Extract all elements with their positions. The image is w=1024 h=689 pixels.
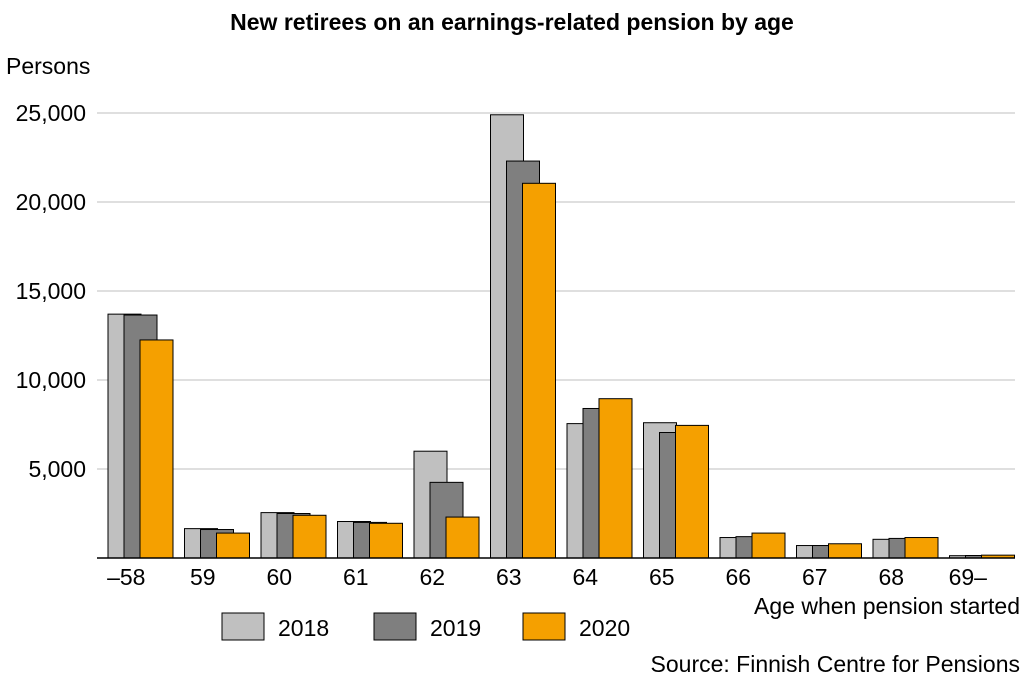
y-tick-label: 15,000 <box>16 278 86 304</box>
bar-2020-3 <box>369 522 403 559</box>
legend-swatch-2020 <box>522 612 566 641</box>
x-tick-label: 62 <box>419 564 445 590</box>
x-tick-label: 69– <box>949 564 988 590</box>
y-tick-label: 20,000 <box>16 189 86 215</box>
source-note: Source: Finnish Centre for Pensions <box>651 651 1020 677</box>
x-tick-label: –58 <box>107 564 145 590</box>
x-tick-label: 59 <box>190 564 216 590</box>
legend-swatch-2019 <box>373 612 417 641</box>
x-tick-label: 68 <box>878 564 904 590</box>
bar-2020-7 <box>675 424 709 559</box>
x-tick-label: 60 <box>266 564 292 590</box>
bar-2020-2 <box>292 514 327 559</box>
x-tick-label: 64 <box>572 564 598 590</box>
x-tick-label: 65 <box>649 564 675 590</box>
bar-2020-1 <box>216 532 250 559</box>
legend-label: 2018 <box>278 615 329 641</box>
bar-2020-9 <box>828 543 862 559</box>
legend-swatch-2018 <box>221 612 265 641</box>
bar-2020-4 <box>445 516 480 559</box>
y-tick-label: 25,000 <box>16 100 86 126</box>
chart-title: New retirees on an earnings-related pens… <box>230 9 794 35</box>
x-axis-ticks: –58 59 60 61 62 63 64 65 66 67 68 69– <box>107 564 987 590</box>
legend: 2018 2019 2020 <box>221 612 630 641</box>
y-axis-label: Persons <box>6 53 90 79</box>
y-tick-label: 5,000 <box>28 456 86 482</box>
legend-label: 2019 <box>430 615 481 641</box>
bar-2020-0 <box>139 339 174 559</box>
x-axis-label: Age when pension started <box>754 593 1020 619</box>
x-tick-label: 61 <box>343 564 369 590</box>
bar-2020-10 <box>904 537 939 559</box>
legend-label: 2020 <box>579 615 630 641</box>
bars <box>107 114 1015 559</box>
y-tick-label: 10,000 <box>16 367 86 393</box>
bar-2020-8 <box>751 532 786 559</box>
bar-2020-6 <box>598 398 633 559</box>
bar-2020-5 <box>522 182 556 559</box>
x-tick-label: 67 <box>802 564 828 590</box>
x-tick-label: 63 <box>496 564 522 590</box>
x-tick-label: 66 <box>725 564 751 590</box>
y-axis-ticks: 5,000 10,000 15,000 20,000 25,000 <box>16 100 86 482</box>
